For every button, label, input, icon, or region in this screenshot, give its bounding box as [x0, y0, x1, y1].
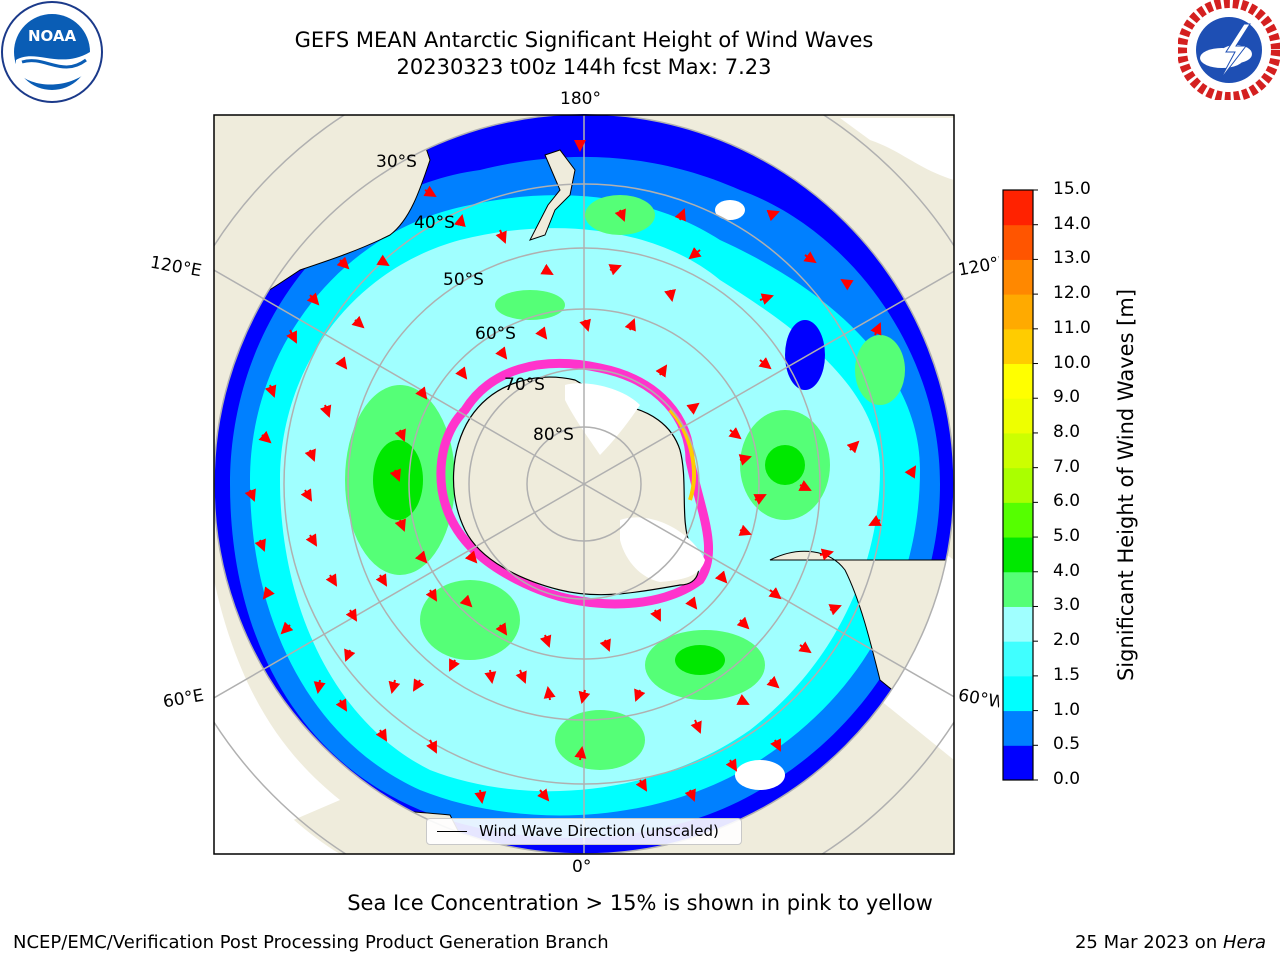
colorbar-tick-label: 1.5 [1053, 664, 1081, 685]
colorbar-tick-label: 9.0 [1053, 387, 1081, 408]
colorbar-tick-label: 8.0 [1053, 421, 1081, 442]
lat-label-70s: 70°S [504, 375, 545, 395]
footer-host: Hera [1222, 932, 1266, 953]
colorbar-segment [1003, 328, 1033, 365]
noaa-logo-icon: NOAA [1, 1, 103, 103]
footer-date: 25 Mar 2023 on Hera [1075, 932, 1266, 953]
lat-label-80s: 80°S [533, 425, 574, 445]
chart-title: GEFS MEAN Antarctic Significant Height o… [294, 28, 874, 52]
wind-wave-arrows [244, 140, 917, 804]
lat-label-30s: 30°S [376, 152, 417, 172]
colorbar-tick-label: 7.0 [1053, 456, 1081, 477]
colorbar [1002, 189, 1038, 781]
colorbar-segment [1003, 710, 1033, 746]
lat-label-50s: 50°S [443, 270, 484, 290]
colorbar-tick-label: 13.0 [1053, 248, 1091, 269]
map-legend: Wind Wave Direction (unscaled) [426, 818, 742, 845]
colorbar-segment [1003, 190, 1033, 226]
colorbar-segment [1003, 467, 1033, 503]
colorbar-segment [1003, 641, 1033, 677]
footer-date-text: 25 Mar 2023 on [1074, 932, 1223, 953]
colorbar-tick-label: 10.0 [1053, 352, 1091, 373]
colorbar-segment [1003, 259, 1033, 295]
colorbar-tick-label: 15.0 [1053, 179, 1091, 199]
colorbar-tick-label: 3.0 [1053, 595, 1081, 616]
colorbar-tick-label: 1.0 [1053, 699, 1081, 720]
footer-credit: NCEP/EMC/Verification Post Processing Pr… [13, 932, 609, 953]
noaa-logo-text: NOAA [28, 27, 77, 45]
lon-label-0: 0° [572, 857, 592, 877]
colorbar-segment [1003, 398, 1033, 434]
chart-subtitle: 20230323 t00z 144h fcst Max: 7.23 [396, 55, 772, 79]
colorbar-tick-label: 12.0 [1053, 283, 1091, 304]
colorbar-segment [1003, 571, 1033, 607]
colorbar-segment [1003, 502, 1033, 538]
colorbar-segment [1003, 432, 1033, 469]
colorbar-tick-label: 4.0 [1053, 560, 1081, 581]
colorbar-tick-label: 5.0 [1053, 526, 1081, 547]
colorbar-segment [1003, 606, 1033, 642]
colorbar-segment [1003, 294, 1033, 330]
colorbar-tick-label: 14.0 [1053, 213, 1091, 234]
colorbar-segment [1003, 745, 1033, 781]
map-frame [213, 114, 955, 855]
lat-label-40s: 40°S [414, 213, 455, 233]
colorbar-tick-label: 6.0 [1053, 491, 1081, 512]
colorbar-frame [1002, 189, 1034, 781]
colorbar-tick-label: 0.0 [1053, 769, 1081, 789]
colorbar-segment [1003, 224, 1033, 260]
colorbar-tick-label: 2.0 [1053, 630, 1081, 651]
lon-label-180: 180° [560, 89, 601, 109]
sea-ice-note: Sea Ice Concentration > 15% is shown in … [347, 891, 933, 915]
colorbar-title: Significant Height of Wind Waves [m] [1114, 288, 1138, 682]
legend-label: Wind Wave Direction (unscaled) [479, 822, 719, 840]
colorbar-tick-label: 11.0 [1053, 317, 1091, 338]
nws-logo-icon [1178, 0, 1280, 100]
legend-line-swatch [437, 831, 467, 832]
lat-label-60s: 60°S [475, 324, 516, 344]
colorbar-tick-label: 0.5 [1053, 734, 1081, 755]
colorbar-segment [1003, 537, 1033, 573]
colorbar-segment [1003, 675, 1033, 712]
colorbar-segment [1003, 363, 1033, 399]
